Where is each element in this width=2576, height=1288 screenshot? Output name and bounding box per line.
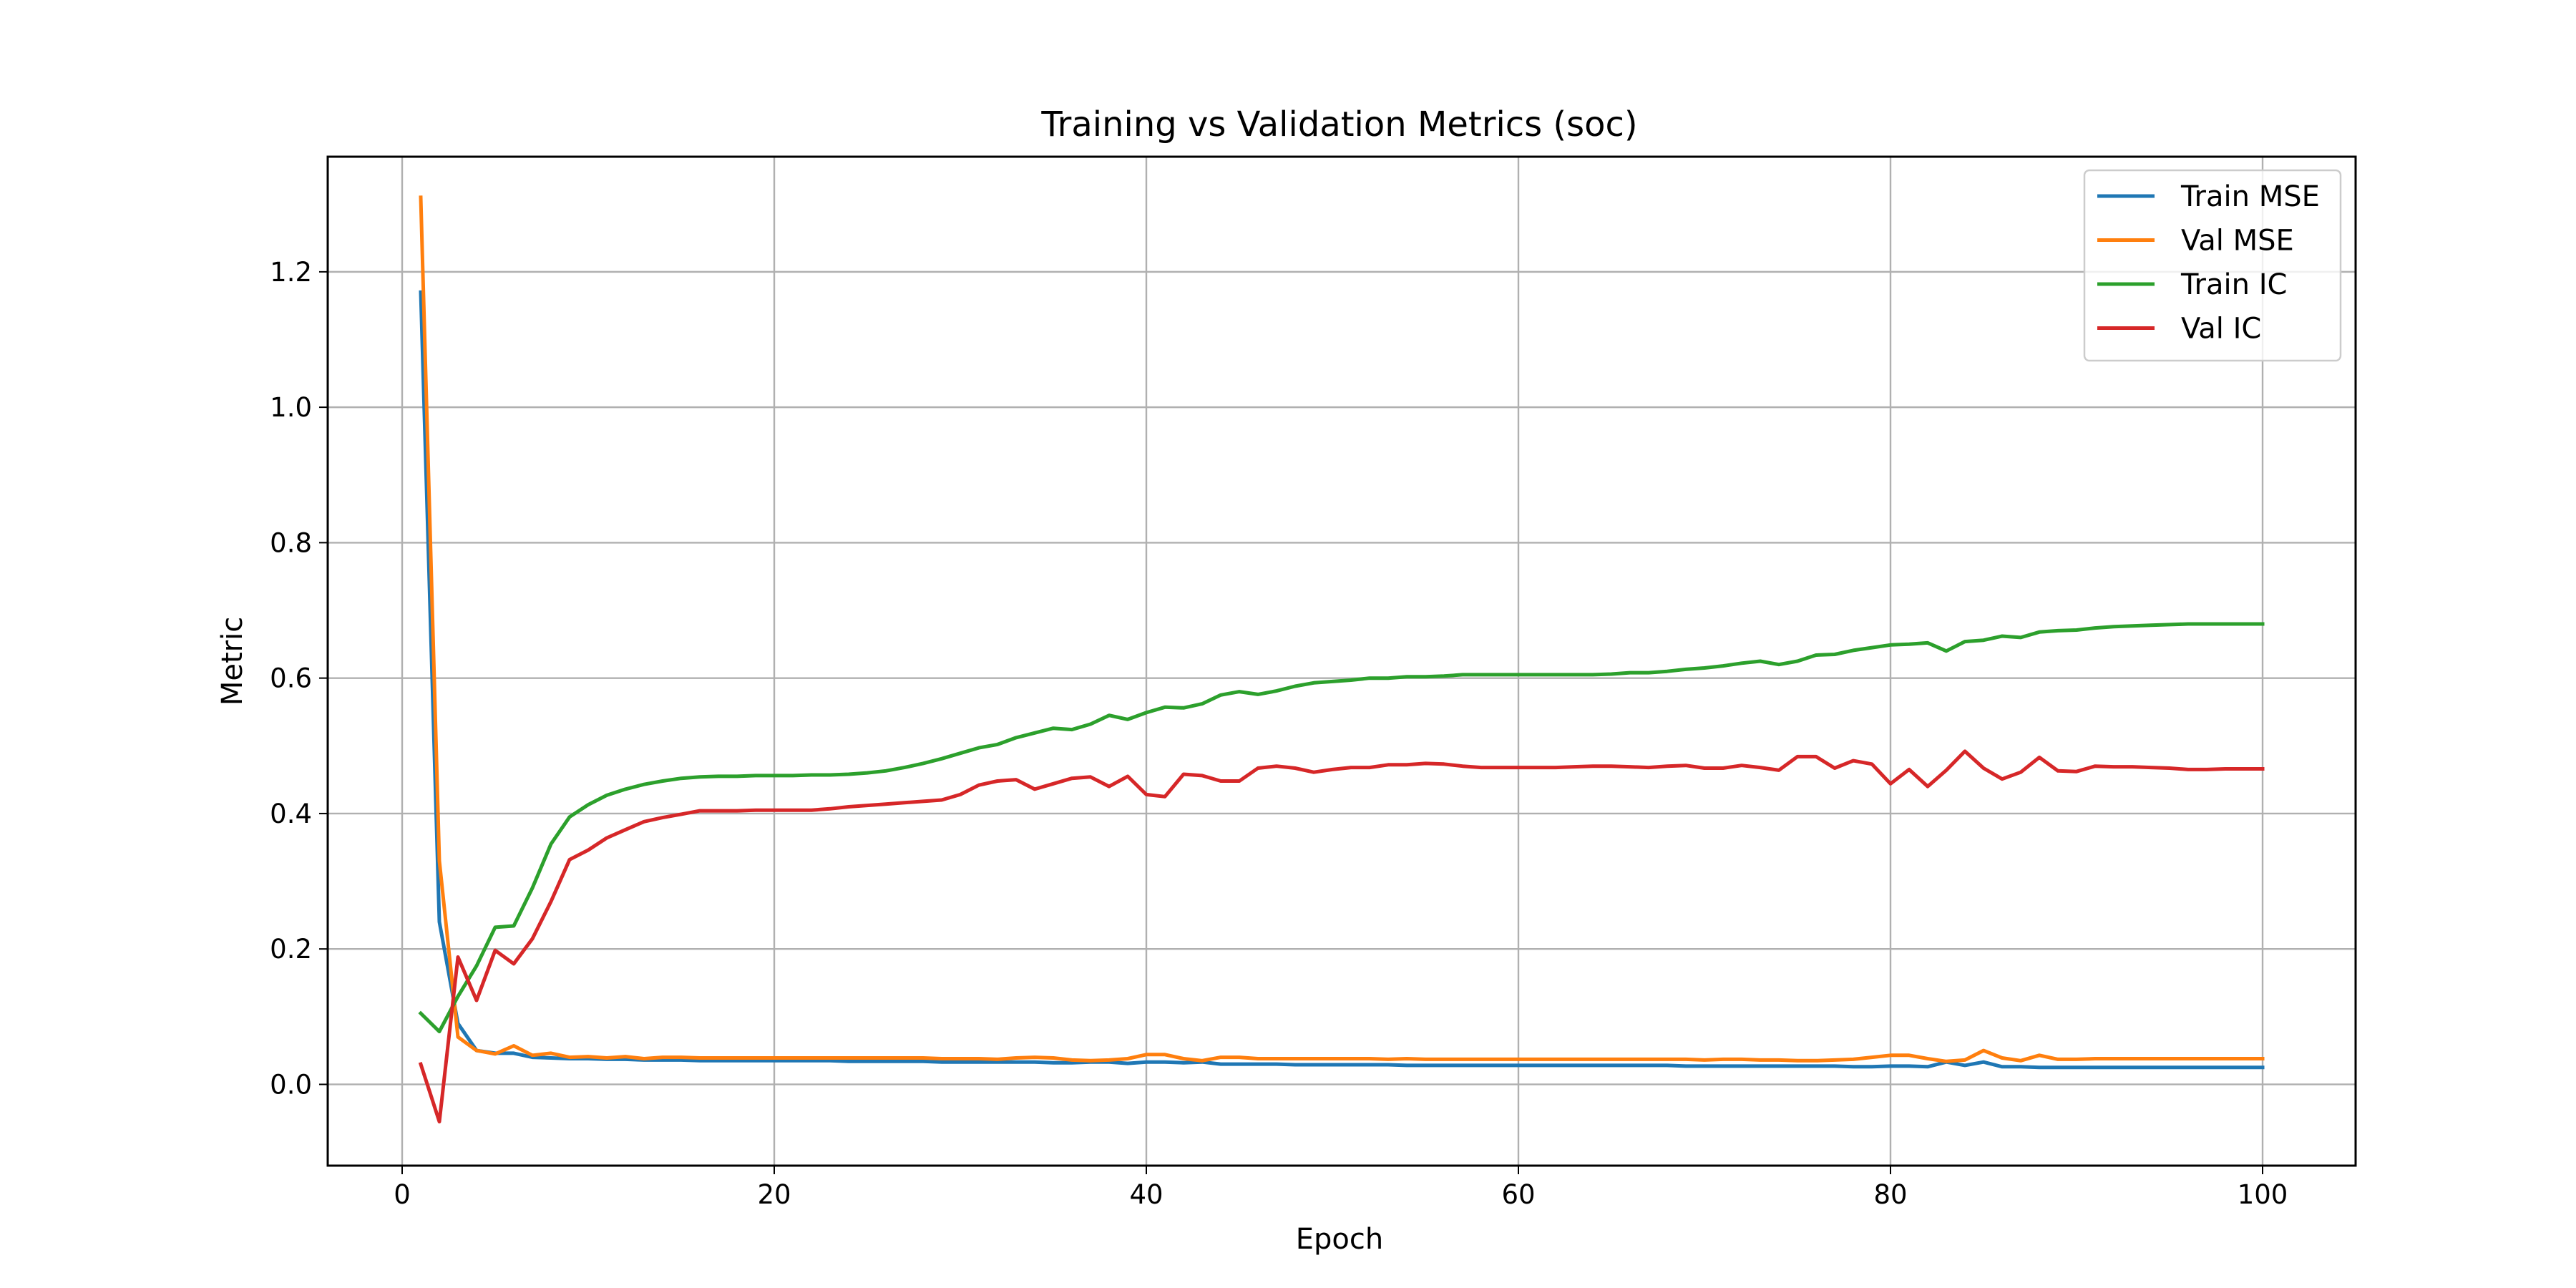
y-tick-label: 0.0 — [270, 1069, 312, 1100]
series-lines — [418, 195, 2265, 1123]
grid — [328, 157, 2356, 1166]
y-tick-label: 0.8 — [270, 527, 312, 558]
series-line-train-ic — [418, 622, 2265, 1034]
legend: Train MSE Val MSE Train IC Val IC — [2083, 169, 2342, 362]
legend-label-val-mse: Val MSE — [2181, 225, 2294, 258]
x-tick-label: 80 — [1873, 1179, 1907, 1210]
x-tick-label: 0 — [394, 1179, 411, 1210]
chart-title: Training vs Validation Metrics (soc) — [1040, 104, 1637, 145]
series-line-val-ic — [418, 749, 2265, 1123]
y-tick-label: 1.0 — [270, 392, 312, 423]
y-tick-label: 0.2 — [270, 934, 312, 965]
y-axis-label: Metric — [216, 617, 249, 706]
y-tick-label: 0.4 — [270, 799, 312, 829]
legend-label-train-mse: Train MSE — [2180, 180, 2320, 213]
x-tick-label: 20 — [757, 1179, 791, 1210]
series-line-train-mse — [419, 290, 2265, 1070]
axis-ticks: 0 20 40 60 80 100 0.0 0.2 0.4 0.6 0.8 1.0 1.2 — [270, 257, 2288, 1210]
legend-label-val-ic: Val IC — [2181, 313, 2261, 346]
legend-box — [2083, 169, 2342, 362]
x-tick-label: 40 — [1129, 1179, 1163, 1210]
x-tick-label: 100 — [2238, 1179, 2288, 1210]
series-line-val-mse — [419, 195, 2265, 1063]
x-axis-label: Epoch — [1296, 1223, 1383, 1256]
y-tick-label: 0.6 — [270, 663, 312, 694]
x-tick-label: 60 — [1501, 1179, 1535, 1210]
plot-area-frame — [326, 155, 2357, 1167]
y-tick-label: 1.2 — [270, 257, 312, 288]
legend-label-train-ic: Train IC — [2180, 268, 2287, 301]
